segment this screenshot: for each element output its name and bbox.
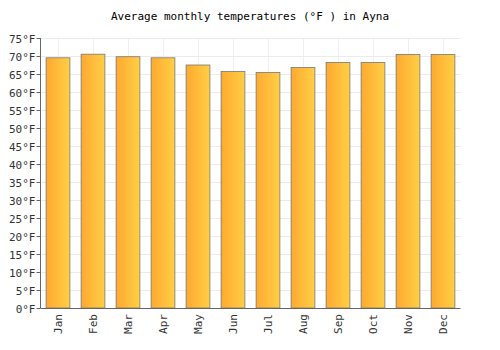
y-tick — [37, 38, 41, 39]
y-tick — [37, 200, 41, 201]
y-tick-label: 40°F — [9, 159, 36, 172]
bar — [81, 54, 105, 308]
x-tick-label: Jul — [262, 314, 275, 334]
y-tick-label: 35°F — [9, 177, 36, 190]
x-axis-line — [41, 308, 461, 309]
y-tick-label: 45°F — [9, 141, 36, 154]
y-tick — [37, 182, 41, 183]
y-tick — [37, 236, 41, 237]
y-tick-label: 15°F — [9, 249, 36, 262]
y-tick — [37, 74, 41, 75]
grid-line — [41, 308, 461, 309]
x-tick-label: Mar — [122, 314, 135, 334]
y-tick-label: 55°F — [9, 105, 36, 118]
y-tick — [37, 290, 41, 291]
bar — [116, 57, 140, 308]
y-tick-label: 65°F — [9, 69, 36, 82]
y-tick — [37, 110, 41, 111]
bar — [46, 58, 70, 308]
bar — [361, 62, 385, 308]
bar — [221, 71, 245, 308]
y-tick — [37, 128, 41, 129]
bar — [291, 68, 315, 308]
y-axis-line — [40, 38, 41, 308]
y-tick-label: 60°F — [9, 87, 36, 100]
y-tick-label: 20°F — [9, 231, 36, 244]
y-tick-label: 30°F — [9, 195, 36, 208]
title: Average monthly temperatures (°F ) in Ay… — [111, 10, 389, 23]
y-tick — [37, 56, 41, 57]
x-tick-label: Jan — [52, 314, 65, 334]
y-tick-label: 70°F — [9, 51, 36, 64]
bar — [431, 55, 455, 308]
y-tick — [37, 308, 41, 309]
x-tick-label: Jun — [227, 314, 240, 334]
grid-line — [41, 38, 461, 39]
bar — [151, 58, 175, 308]
x-tick-label: May — [192, 314, 205, 334]
x-tick-label: Feb — [87, 314, 100, 334]
chart: Average monthly temperatures (°F ) in Ay… — [0, 0, 500, 350]
y-tick — [37, 218, 41, 219]
y-tick — [37, 146, 41, 147]
x-tick-label: Apr — [157, 314, 170, 334]
x-tick-label: Sep — [332, 314, 345, 334]
y-tick-label: 25°F — [9, 213, 36, 226]
y-tick-label: 10°F — [9, 267, 36, 280]
y-tick-label: 50°F — [9, 123, 36, 136]
bar — [186, 65, 210, 308]
bar — [326, 62, 350, 308]
y-tick — [37, 254, 41, 255]
y-tick — [37, 92, 41, 93]
x-tick-label: Nov — [402, 314, 415, 334]
bar — [256, 73, 280, 308]
x-tick-label: Dec — [437, 314, 450, 334]
y-tick-label: 5°F — [16, 285, 36, 298]
bar — [396, 55, 420, 308]
x-tick-label: Oct — [367, 314, 380, 334]
y-tick — [37, 272, 41, 273]
y-tick-label: 0°F — [16, 303, 36, 316]
x-tick-label: Aug — [297, 314, 310, 334]
y-tick-label: 75°F — [9, 33, 36, 46]
y-tick — [37, 164, 41, 165]
